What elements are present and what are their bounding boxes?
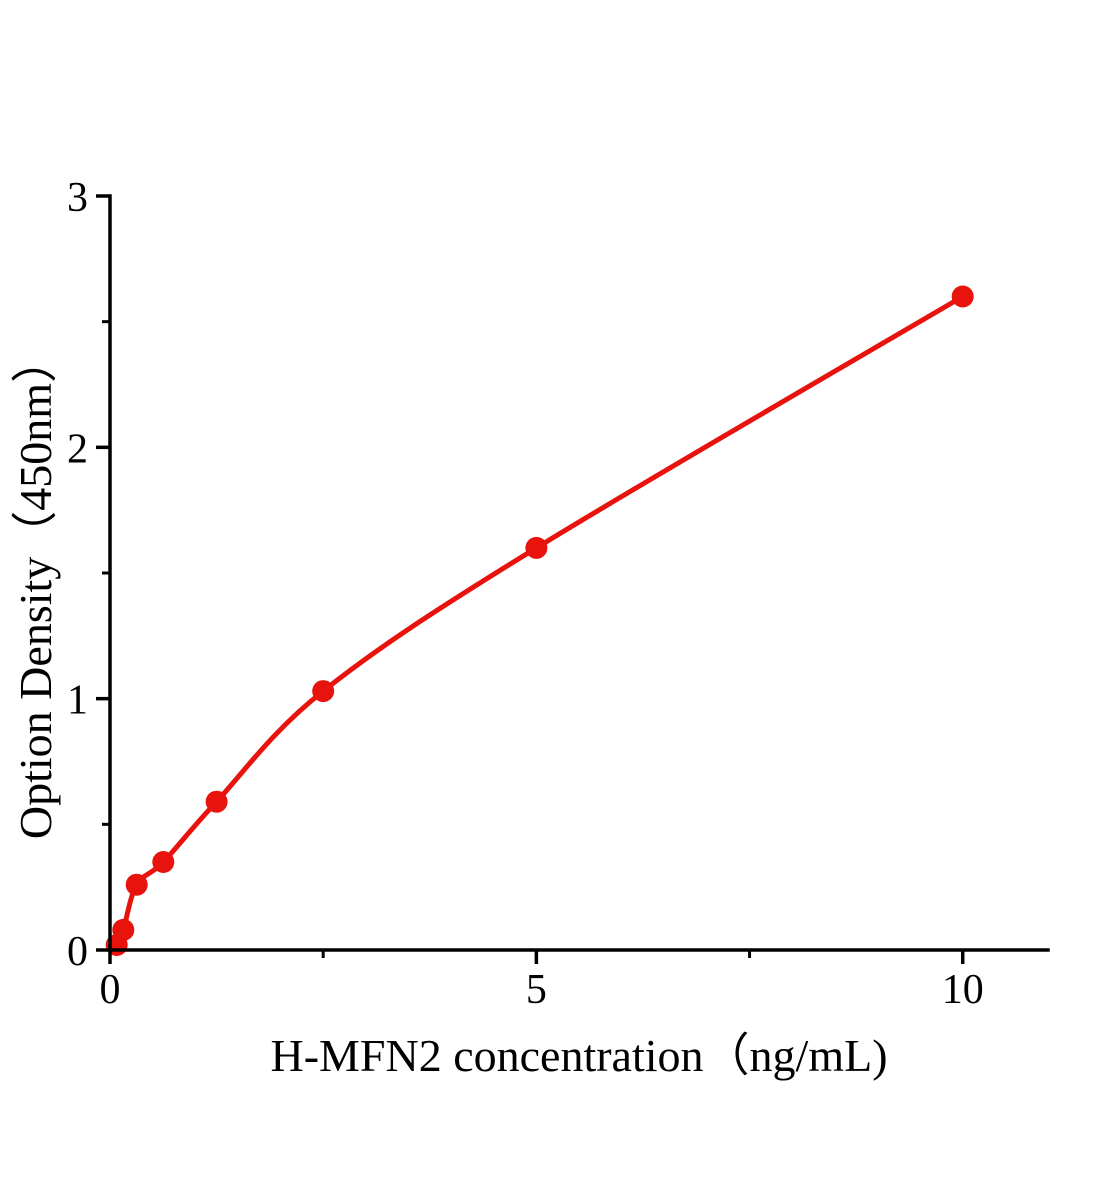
data-point-1 (112, 918, 135, 941)
y-tick-label: 1 (67, 678, 88, 724)
fitted-curve (107, 294, 966, 953)
y-axis-title: Option Density（450nm） (10, 336, 61, 840)
data-point-3 (152, 851, 175, 873)
data-point-7 (951, 285, 974, 308)
data-point-6 (525, 536, 548, 559)
data-point-5 (312, 680, 335, 703)
x-tick-label: 5 (526, 967, 547, 1013)
y-tick-label: 2 (67, 426, 88, 472)
axes (108, 194, 1050, 952)
y-tick-label: 3 (67, 175, 88, 221)
data-point-2 (125, 873, 148, 896)
x-tick-label: 0 (100, 967, 121, 1013)
y-tick-label: 0 (67, 929, 88, 975)
data-point-4 (205, 790, 228, 813)
x-axis-title: H-MFN2 concentration（ng/mL) (270, 1030, 888, 1081)
x-tick-label: 10 (942, 967, 984, 1013)
